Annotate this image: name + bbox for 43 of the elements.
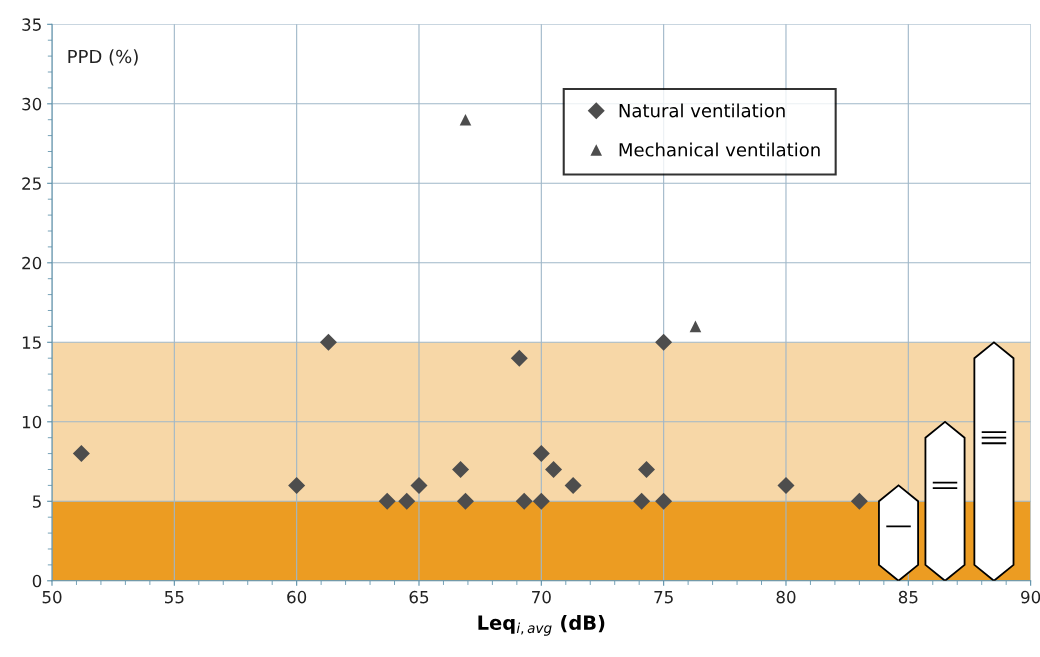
x-tick-label: 85 xyxy=(898,590,918,604)
y-tick-label: 30 xyxy=(22,97,42,111)
point xyxy=(72,445,90,463)
point xyxy=(633,492,651,510)
x-tick-label: 70 xyxy=(532,590,551,604)
point xyxy=(515,492,533,510)
y-tick-label: 0 xyxy=(32,574,42,588)
y-tick-label: 10 xyxy=(22,415,42,429)
x-tick-label: 75 xyxy=(654,591,673,604)
point xyxy=(638,460,656,478)
point xyxy=(850,492,868,510)
point xyxy=(410,476,428,494)
point xyxy=(452,460,470,478)
point xyxy=(532,492,550,510)
point xyxy=(398,492,416,510)
point xyxy=(288,476,306,494)
point xyxy=(689,320,702,333)
point xyxy=(655,333,673,351)
point xyxy=(777,476,795,494)
point xyxy=(378,492,396,510)
point xyxy=(456,492,474,510)
x-tick-label: 90 xyxy=(1021,590,1040,604)
point xyxy=(459,113,472,126)
point xyxy=(319,333,337,351)
legend-label: Mechanical ventilation xyxy=(619,142,820,157)
y-tick-label: 5 xyxy=(32,495,41,508)
point xyxy=(532,445,550,463)
point xyxy=(655,492,673,510)
y-tick-label: 15 xyxy=(22,336,41,349)
x-tick-label: 60 xyxy=(287,590,307,604)
point xyxy=(564,476,582,494)
x-axis-title: Leq$_{i,avg}$ (dB) xyxy=(478,614,605,636)
y-tick-label: 25 xyxy=(22,177,41,190)
point xyxy=(510,349,528,367)
y-tick-label: 20 xyxy=(22,256,42,270)
y-axis-title: PPD (%) xyxy=(68,49,138,66)
x-tick-label: 55 xyxy=(165,591,184,604)
x-tick-label: 65 xyxy=(409,590,429,604)
y-tick-label: 35 xyxy=(22,18,41,31)
point xyxy=(545,460,563,478)
legend-label: Natural ventilation xyxy=(619,103,785,118)
x-tick-label: 50 xyxy=(42,590,62,604)
x-tick-label: 80 xyxy=(776,590,796,604)
